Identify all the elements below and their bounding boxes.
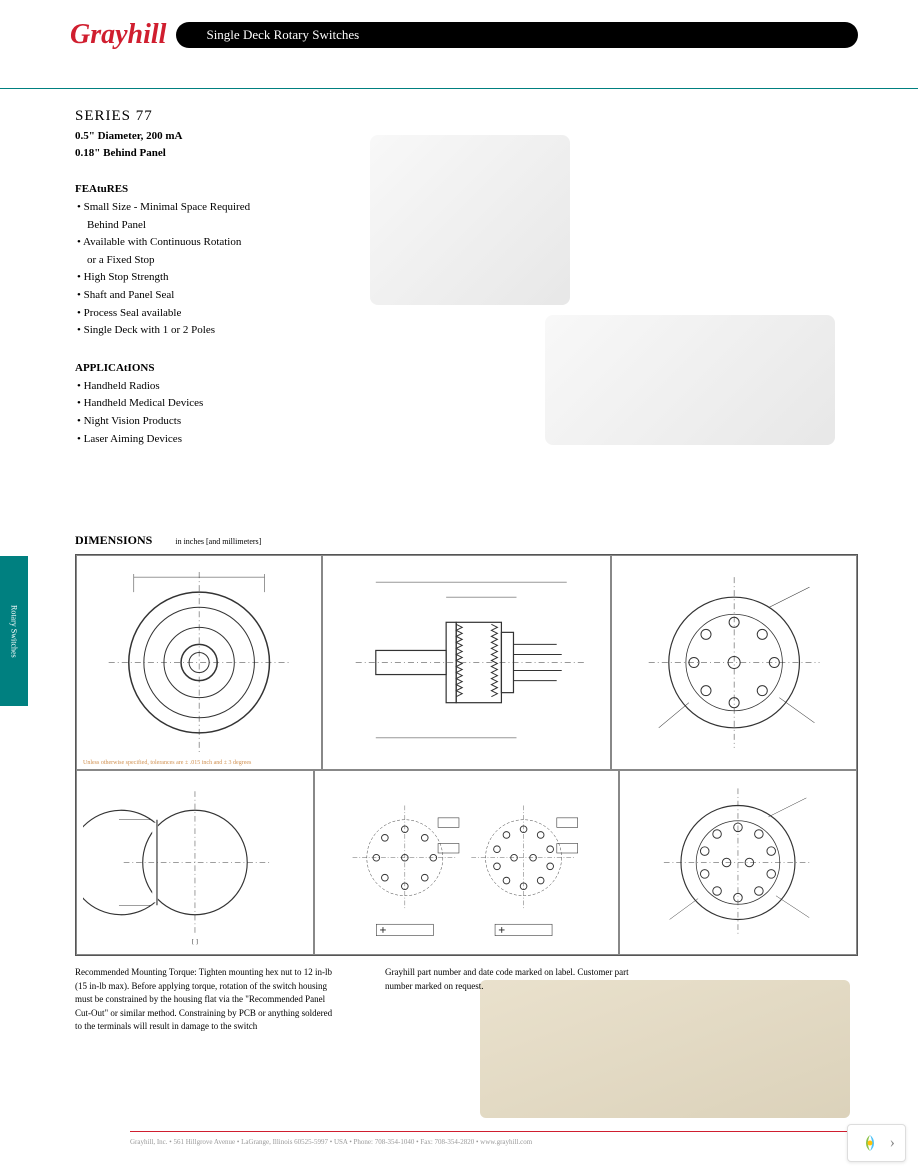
- page-nav-widget: ›: [847, 1124, 906, 1162]
- feature-item: Shaft and Panel Seal: [75, 287, 858, 305]
- features-heading: FEAtuRES: [75, 183, 858, 195]
- feature-item: Small Size - Minimal Space RequiredBehin…: [75, 199, 858, 234]
- header-divider: [0, 88, 918, 89]
- side-tab: Rotary Switches: [0, 556, 28, 706]
- diagram-pin-view-1: [611, 555, 857, 770]
- application-item: Laser Aiming Devices: [75, 431, 858, 449]
- page-header: Grayhill Single Deck Rotary Switches: [70, 20, 858, 50]
- feature-item: Single Deck with 1 or 2 Poles: [75, 322, 858, 340]
- diagram-panel-cutout: [ ]: [76, 770, 314, 955]
- brand-logo: Grayhill: [70, 19, 166, 51]
- dimensions-row-2: [ ]: [76, 770, 857, 955]
- main-content: SERIES 77 0.5" Diameter, 200 mA 0.18" Be…: [75, 108, 858, 1034]
- features-list: Small Size - Minimal Space RequiredBehin…: [75, 199, 858, 340]
- footer-divider: [130, 1131, 858, 1132]
- dimensions-heading: DIMENSIONS in inches [and millimeters]: [75, 533, 858, 548]
- nav-next-button[interactable]: ›: [890, 1134, 895, 1152]
- diagram-side-view: [322, 555, 610, 770]
- dimensions-row-1: Unless otherwise specified, tolerances a…: [76, 555, 857, 770]
- series-title: SERIES 77: [75, 108, 858, 125]
- dimensions-box: Unless otherwise specified, tolerances a…: [75, 554, 858, 956]
- tech-drawing-cutout: [ ]: [83, 777, 307, 948]
- diagram-pcb-layout: [314, 770, 619, 955]
- diagram-pin-view-2: [619, 770, 857, 955]
- svg-text:[ ]: [ ]: [192, 938, 198, 945]
- tech-drawing-side: [329, 562, 603, 763]
- application-item: Handheld Radios: [75, 378, 858, 396]
- nav-logo-icon: [858, 1131, 882, 1155]
- dimensions-subheading: in inches [and millimeters]: [175, 537, 261, 546]
- series-subtitle-2: 0.18" Behind Panel: [75, 145, 858, 162]
- tech-drawing-pins-1: [618, 562, 850, 763]
- feature-item: Process Seal available: [75, 305, 858, 323]
- feature-item: High Stop Strength: [75, 269, 858, 287]
- tech-drawing-pins-2: [626, 777, 850, 948]
- applications-heading: APPLICAtIONS: [75, 362, 858, 374]
- note-marking: Grayhill part number and date code marke…: [385, 966, 645, 1034]
- tech-drawing-front: [83, 562, 315, 763]
- series-subtitle-1: 0.5" Diameter, 200 mA: [75, 128, 858, 145]
- tolerance-note: Unless otherwise specified, tolerances a…: [83, 760, 251, 766]
- note-mounting: Recommended Mounting Torque: Tighten mou…: [75, 966, 335, 1034]
- application-item: Night Vision Products: [75, 413, 858, 431]
- applications-list: Handheld Radios Handheld Medical Devices…: [75, 378, 858, 448]
- diagram-front-view: Unless otherwise specified, tolerances a…: [76, 555, 322, 770]
- footer-text: Grayhill, Inc. • 561 Hillgrove Avenue • …: [130, 1138, 858, 1146]
- feature-item: Available with Continuous Rotationor a F…: [75, 234, 858, 269]
- application-item: Handheld Medical Devices: [75, 395, 858, 413]
- header-title: Single Deck Rotary Switches: [206, 27, 359, 43]
- header-title-bar: Single Deck Rotary Switches: [176, 22, 858, 48]
- tech-drawing-pcb: [321, 777, 612, 948]
- notes-row: Recommended Mounting Torque: Tighten mou…: [75, 966, 858, 1034]
